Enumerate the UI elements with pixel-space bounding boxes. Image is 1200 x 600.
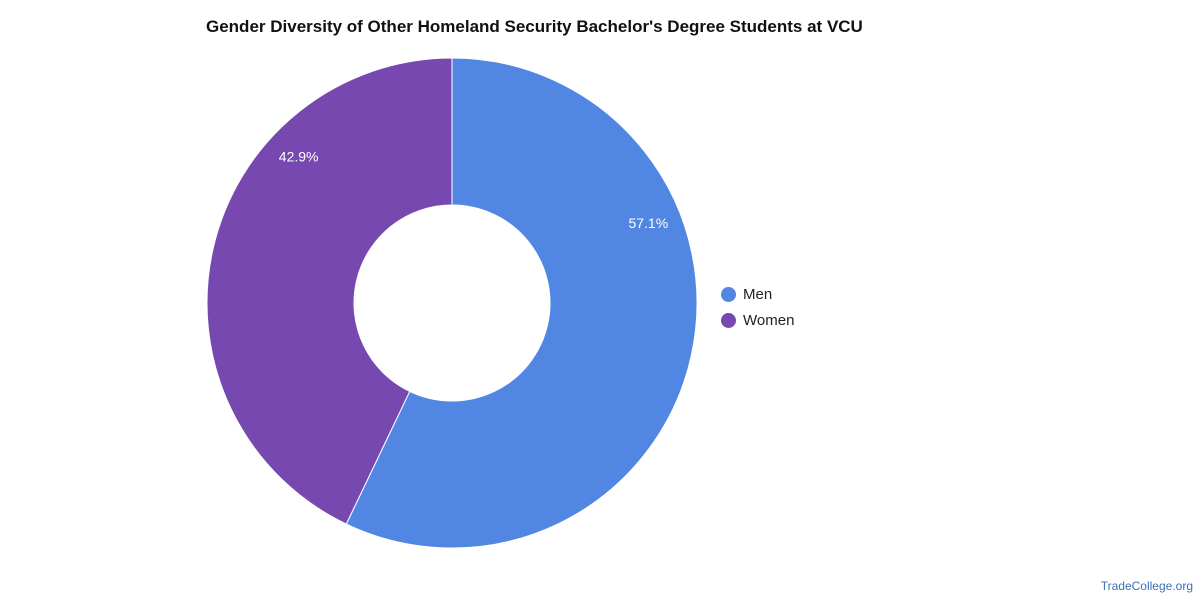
legend-swatch-men [721, 286, 736, 302]
chart-legend: Men Women [721, 281, 794, 333]
legend-swatch-women [721, 312, 736, 328]
legend-item-women[interactable]: Women [721, 307, 794, 333]
donut-slice-women[interactable] [206, 57, 453, 525]
donut-slices [206, 57, 698, 549]
chart-title: Gender Diversity of Other Homeland Secur… [206, 17, 863, 36]
slice-label-women: 42.9% [279, 149, 319, 165]
slice-labels: 57.1% 42.9% [279, 149, 668, 231]
legend-label-men: Men [743, 285, 773, 303]
legend-item-men[interactable]: Men [721, 281, 794, 307]
slice-label-men: 57.1% [628, 215, 668, 231]
source-watermark[interactable]: TradeCollege.org [1100, 579, 1193, 593]
legend-label-women: Women [743, 311, 795, 329]
donut-slice-men[interactable] [345, 57, 698, 549]
